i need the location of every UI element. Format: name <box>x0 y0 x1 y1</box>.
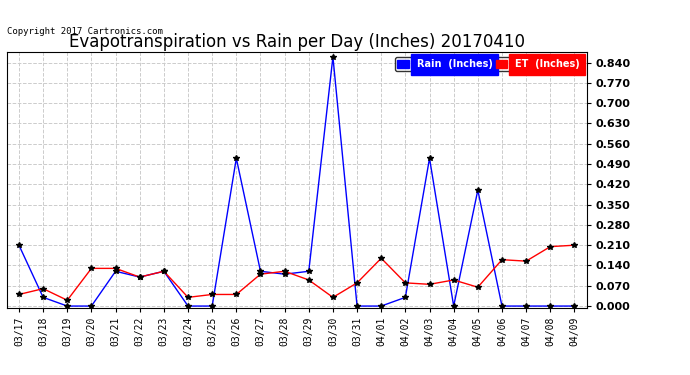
Text: Copyright 2017 Cartronics.com: Copyright 2017 Cartronics.com <box>7 27 163 36</box>
Legend: Rain  (Inches), ET  (Inches): Rain (Inches), ET (Inches) <box>395 57 582 71</box>
Title: Evapotranspiration vs Rain per Day (Inches) 20170410: Evapotranspiration vs Rain per Day (Inch… <box>69 33 524 51</box>
